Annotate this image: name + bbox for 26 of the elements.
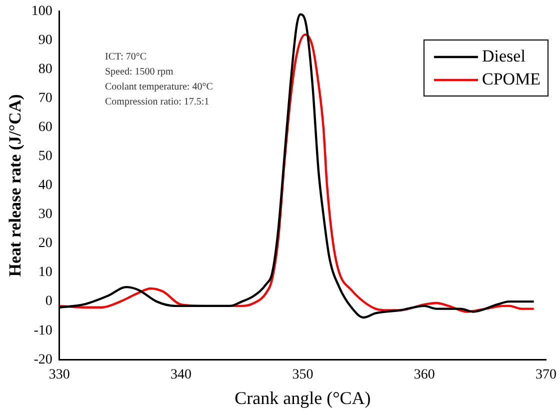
- legend-label: Diesel: [482, 46, 526, 66]
- y-tick-label: 90: [38, 33, 52, 48]
- x-axis-title: Crank angle (°CA): [234, 388, 371, 408]
- y-tick-label: 40: [38, 178, 52, 194]
- y-tick-label: 100: [31, 4, 52, 20]
- y-tick-label: 10: [38, 265, 52, 280]
- y-tick-label: -10: [34, 323, 52, 338]
- y-tick-label: 20: [38, 236, 52, 252]
- y-tick-label: 60: [38, 120, 52, 136]
- legend-label: CPOME: [482, 69, 541, 88]
- annotation: Speed: 1500 rpm: [105, 66, 174, 78]
- annotation: ICT: 70°C: [105, 52, 147, 63]
- x-tick-label: 330: [48, 368, 70, 383]
- y-axis-title: Heat release rate (J/°CA): [6, 94, 25, 277]
- y-tick-label: 80: [38, 62, 52, 78]
- y-tick-label: -20: [34, 352, 52, 368]
- y-tick-label: 50: [38, 149, 52, 164]
- x-tick-label: 360: [414, 368, 435, 383]
- y-tick-label: 30: [38, 207, 52, 222]
- annotation: Compression ratio: 17.5:1: [105, 96, 210, 108]
- y-tick-label: 70: [38, 91, 52, 106]
- x-tick-label: 340: [170, 368, 192, 383]
- annotation: Coolant temperature: 40°C: [105, 82, 214, 93]
- x-tick-label: 350: [292, 368, 314, 383]
- x-tick-label: 370: [536, 368, 556, 383]
- y-tick-label: 0: [45, 294, 52, 310]
